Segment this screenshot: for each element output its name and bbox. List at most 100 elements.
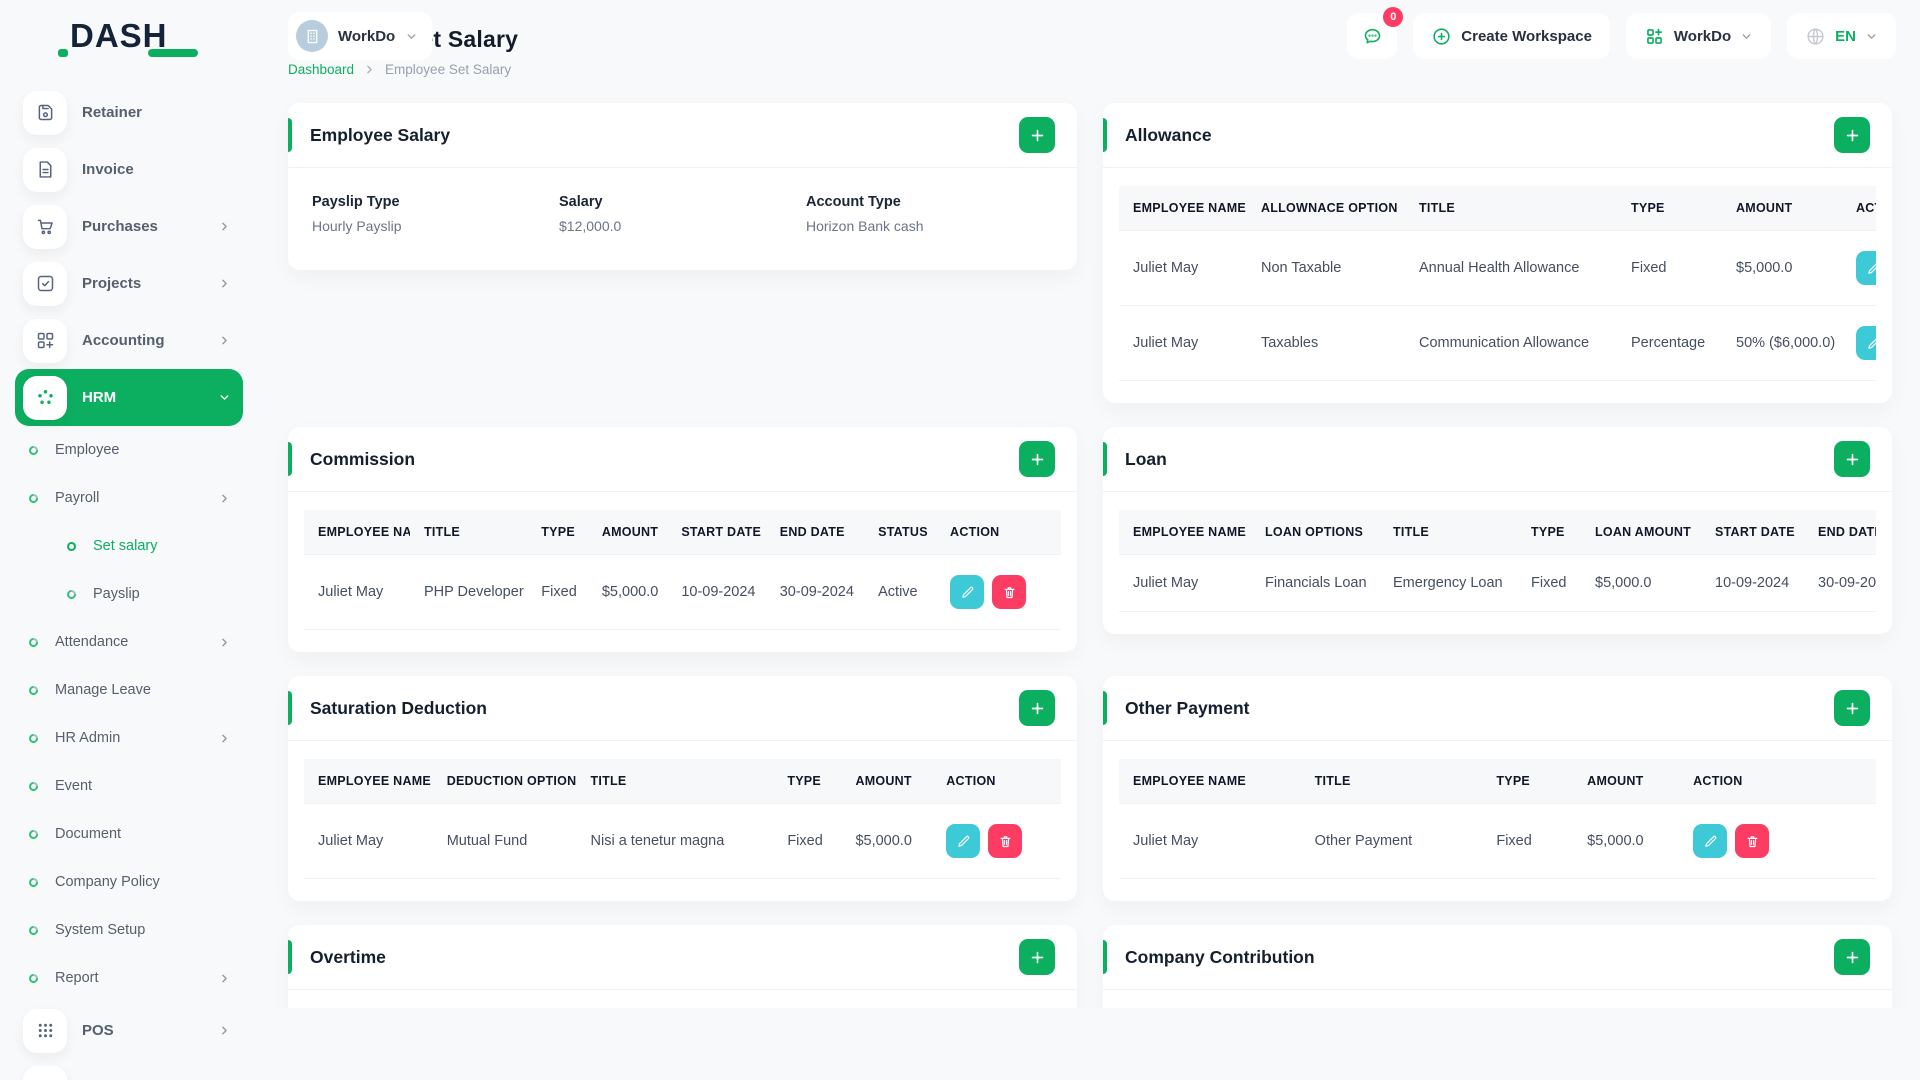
- sidebar-item-manage-leave[interactable]: Manage Leave: [15, 666, 243, 714]
- breadcrumb-current: Employee Set Salary: [385, 62, 512, 77]
- breadcrumb-link[interactable]: Dashboard: [288, 62, 355, 77]
- invoice-icon: [23, 147, 67, 192]
- bullet-icon: [27, 491, 40, 505]
- sidebar-item-payslip[interactable]: Payslip: [15, 570, 243, 618]
- column-header: END DATE: [765, 510, 865, 555]
- saturation-deduction-table: EMPLOYEE NAME DEDUCTION OPTION TITLE TYPE AM…: [304, 759, 1061, 879]
- sidebar: Retainer Invoice Purchases Projects Accounti…: [0, 72, 258, 1080]
- plus-icon: [1029, 451, 1046, 468]
- sidebar-item-purchases[interactable]: Purchases: [15, 198, 243, 255]
- globe-icon: [1805, 26, 1826, 47]
- bullet-icon: [27, 971, 40, 985]
- card-saturation-deduction: Saturation Deduction EMPLOYEE NAME DEDUCT…: [288, 676, 1077, 901]
- add-company-contribution-button[interactable]: [1834, 939, 1870, 975]
- projects-icon: [23, 261, 67, 306]
- edit-button[interactable]: [946, 824, 981, 858]
- chevron-right-icon: [218, 636, 231, 649]
- column-header: EMPLOYEE NAME: [1119, 759, 1301, 804]
- workdo-menu-button[interactable]: WorkDo: [1625, 13, 1772, 59]
- bullet-icon: [27, 731, 40, 745]
- add-overtime-button[interactable]: [1019, 939, 1055, 975]
- card-overtime: Overtime: [288, 925, 1077, 1008]
- pos-icon: [23, 1008, 67, 1053]
- edit-button[interactable]: [1693, 824, 1728, 858]
- add-loan-button[interactable]: [1834, 441, 1870, 477]
- loan-table: EMPLOYEE NAME LOAN OPTIONS TITLE TYPE LOAN A…: [1119, 510, 1876, 612]
- chat-icon: [1362, 26, 1383, 47]
- sidebar-item-accounting[interactable]: Accounting: [15, 312, 243, 369]
- plus-icon: [1844, 949, 1861, 966]
- table-row: Juliet May Mutual Fund Nisi a tenetur magn…: [304, 803, 1061, 879]
- plus-icon: [1844, 700, 1861, 717]
- column-header: DEDUCTION OPTION: [432, 759, 577, 804]
- topbar: DASH WorkDo 0 Create Workspace WorkDo: [0, 0, 1920, 72]
- sidebar-item-employee[interactable]: Employee: [15, 426, 243, 474]
- delete-button[interactable]: [992, 575, 1027, 609]
- card-loan: Loan EMPLOYEE NAME LOAN OPTIONS TITLE TYPE L…: [1103, 427, 1892, 634]
- column-header: ACTION: [936, 510, 1061, 555]
- sidebar-item-invoice[interactable]: Invoice: [15, 141, 243, 198]
- add-saturation-deduction-button[interactable]: [1019, 690, 1055, 726]
- table-row: Juliet May Taxables Communication Allowanc…: [1119, 305, 1876, 381]
- sidebar-item-system-setup[interactable]: System Setup: [15, 906, 243, 954]
- chevron-right-icon: [218, 1024, 231, 1037]
- sidebar-item-set-salary[interactable]: Set salary: [15, 522, 243, 570]
- sidebar-item-company-policy[interactable]: Company Policy: [15, 858, 243, 906]
- sidebar-item-hr-admin[interactable]: HR Admin: [15, 714, 243, 762]
- edit-button[interactable]: [950, 575, 985, 609]
- column-header: ACTION: [932, 759, 1061, 804]
- card-title: Loan: [1125, 448, 1167, 469]
- allowance-table: EMPLOYEE NAME ALLOWNACE OPTION TITLE TYPE AM…: [1119, 186, 1876, 381]
- sidebar-item-projects[interactable]: Projects: [15, 255, 243, 312]
- field-account-type: Account Type Horizon Bank cash: [806, 194, 924, 234]
- card-company-contribution: Company Contribution: [1103, 925, 1892, 1008]
- bullet-icon: [65, 587, 78, 601]
- bullet-icon: [27, 779, 40, 793]
- card-employee-salary: Employee Salary Payslip Type Hourly Paysl…: [288, 103, 1077, 270]
- column-header: TITLE: [409, 510, 528, 555]
- column-header: ALLOWNACE OPTION: [1247, 186, 1405, 231]
- delete-button[interactable]: [1735, 824, 1770, 858]
- bullet-icon: [27, 443, 40, 457]
- hrm-icon: [23, 375, 67, 420]
- messages-button[interactable]: 0: [1347, 7, 1404, 59]
- add-employee-salary-button[interactable]: [1019, 117, 1055, 153]
- language-selector[interactable]: EN: [1787, 13, 1896, 59]
- sidebar-item-crm[interactable]: CRM: [15, 1059, 243, 1080]
- card-accent-bar: [1103, 940, 1107, 974]
- app-logo[interactable]: DASH: [0, 17, 258, 57]
- main-content: Employee Set Salary Dashboard Employee Se…: [258, 0, 1920, 1008]
- sidebar-item-document[interactable]: Document: [15, 810, 243, 858]
- workspace-switcher[interactable]: WorkDo: [288, 12, 433, 60]
- workspace-avatar: [296, 20, 328, 52]
- sidebar-item-event[interactable]: Event: [15, 762, 243, 810]
- column-header: TYPE: [773, 759, 842, 804]
- table-row: Juliet May Other Payment Fixed $5,000.0: [1119, 803, 1876, 879]
- card-title: Company Contribution: [1125, 946, 1315, 967]
- sidebar-item-pos[interactable]: POS: [15, 1002, 243, 1059]
- commission-table: EMPLOYEE NAMETITLETYPEAMOUNTSTART DATEEN…: [304, 510, 1061, 630]
- field-salary: Salary $12,000.0: [559, 194, 622, 234]
- bullet-icon: [27, 923, 40, 937]
- add-other-payment-button[interactable]: [1834, 690, 1870, 726]
- sidebar-item-payroll[interactable]: Payroll: [15, 474, 243, 522]
- table-row: Juliet May Financials Loan Emergency Loan F…: [1119, 554, 1876, 612]
- chevron-down-icon: [405, 30, 418, 43]
- column-header: EMPLOYEE NAME: [304, 510, 410, 555]
- cards-grid: Employee Salary Payslip Type Hourly Paysl…: [288, 103, 1892, 1008]
- add-commission-button[interactable]: [1019, 441, 1055, 477]
- card-title: Employee Salary: [310, 124, 451, 145]
- sidebar-item-retainer[interactable]: Retainer: [15, 84, 243, 141]
- logo-text: DASH: [70, 17, 168, 54]
- create-workspace-button[interactable]: Create Workspace: [1413, 13, 1610, 59]
- add-allowance-button[interactable]: [1834, 117, 1870, 153]
- sidebar-nav: Retainer Invoice Purchases Projects Accounti…: [15, 84, 243, 1080]
- sidebar-item-report[interactable]: Report: [15, 954, 243, 1002]
- sidebar-item-attendance[interactable]: Attendance: [15, 618, 243, 666]
- edit-button[interactable]: [1856, 326, 1876, 360]
- edit-button[interactable]: [1856, 251, 1876, 285]
- delete-button[interactable]: [988, 824, 1023, 858]
- sidebar-item-hrm[interactable]: HRM: [15, 369, 243, 426]
- column-header: AMOUNT: [1722, 186, 1842, 231]
- workspace-name: WorkDo: [338, 27, 396, 45]
